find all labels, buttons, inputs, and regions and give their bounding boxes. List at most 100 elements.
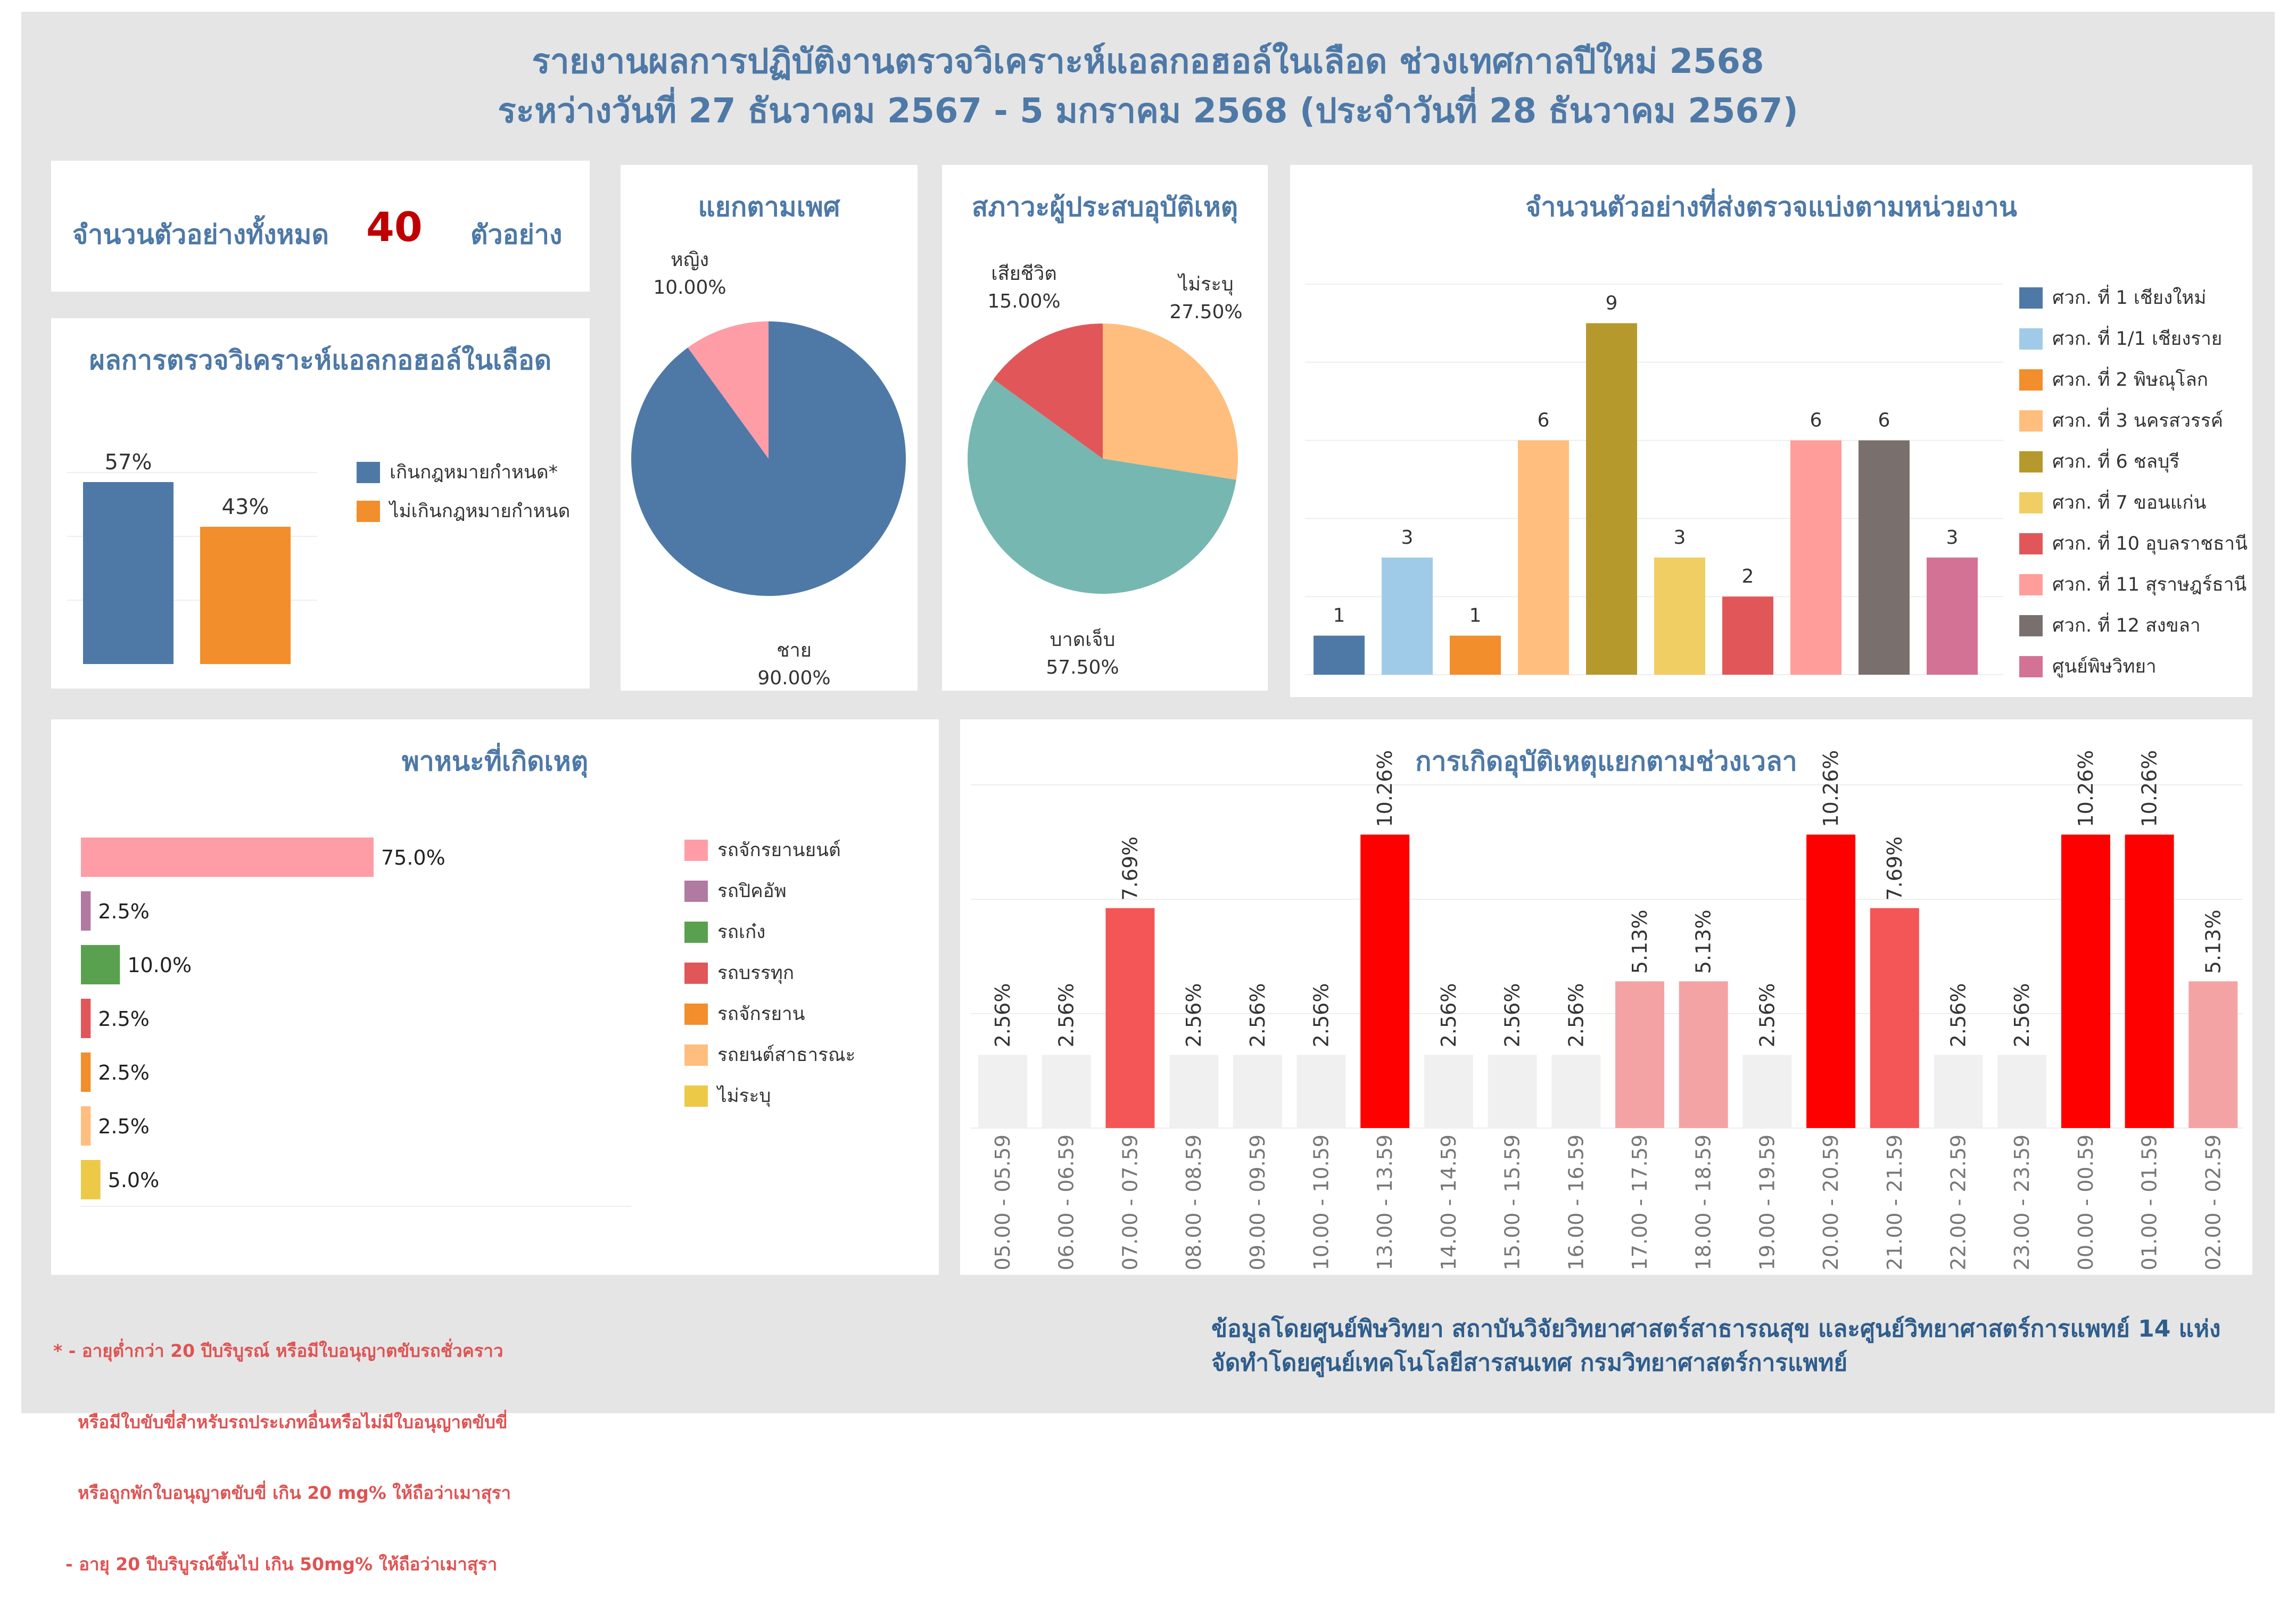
- total-value: 40: [366, 203, 423, 251]
- time-bar: [978, 1055, 1027, 1128]
- units-legend-swatch: [2019, 656, 2043, 677]
- result-chart: 57% 43%: [67, 450, 317, 664]
- vehicle-legend-item: รถบรรทุก: [684, 958, 855, 988]
- time-bar-label: 10.26%: [1373, 750, 1397, 827]
- units-legend-item: ศวก. ที่ 6 ชลบุรี: [2019, 447, 2248, 476]
- time-category-label: 05.00 - 05.59: [991, 1134, 1014, 1270]
- time-bar: [1233, 1055, 1282, 1128]
- time-bar-label: 5.13%: [1628, 910, 1651, 974]
- time-category-label: 02.00 - 02.59: [2201, 1134, 2225, 1270]
- units-panel: จำนวนตัวอย่างที่ส่งตรวจแบ่งตามหน่วยงาน 1…: [1290, 165, 2252, 697]
- time-bar: [2188, 981, 2238, 1128]
- units-legend-item: ศวก. ที่ 2 พิษณุโลก: [2019, 365, 2248, 394]
- footnote-line-3: หรือถูกพักใบอนุญาตขับขี่ เกิน 20 mg% ให้…: [53, 1482, 511, 1504]
- units-legend-label: ศวก. ที่ 10 อุบลราชธานี: [2052, 533, 2248, 554]
- victim-slice-name: เสียชีวิต: [991, 263, 1056, 285]
- time-bar: [1042, 1055, 1091, 1128]
- units-legend-item: ศวก. ที่ 1 เชียงใหม่: [2019, 283, 2248, 312]
- time-bar: [1296, 1055, 1346, 1128]
- time-bar: [1934, 1055, 1983, 1128]
- time-bar-label: 2.56%: [991, 983, 1014, 1048]
- result-legend-item: เกินกฎหมายกำหนด*: [357, 458, 570, 487]
- result-bar: [83, 482, 174, 664]
- vehicle-legend-swatch: [684, 921, 708, 943]
- units-legend-label: ศวก. ที่ 1 เชียงใหม่: [2052, 287, 2207, 309]
- victim-slice: [968, 379, 1236, 594]
- units-legend-item: ศูนย์พิษวิทยา: [2019, 652, 2248, 681]
- vehicle-bar-label: 10.0%: [127, 954, 192, 977]
- credit: ข้อมูลโดยศูนย์พิษวิทยา สถาบันวิจัยวิทยาศ…: [1211, 1312, 2220, 1380]
- units-legend-label: ศวก. ที่ 1/1 เชียงราย: [2052, 328, 2223, 350]
- vehicle-legend-label: รถปิคอัพ: [717, 881, 787, 902]
- result-panel: ผลการตรวจวิเคราะห์แอลกอฮอล์ในเลือด 57% 43…: [51, 318, 590, 689]
- time-category-label: 13.00 - 13.59: [1373, 1134, 1397, 1270]
- units-legend-swatch: [2019, 287, 2043, 309]
- units-legend-item: ศวก. ที่ 3 นครสวรรค์: [2019, 406, 2248, 435]
- time-bar-label: 7.69%: [1118, 836, 1142, 901]
- result-bar-label: 43%: [222, 495, 269, 519]
- vehicle-bar-label: 2.5%: [98, 900, 150, 923]
- victim-slice-name: บาดเจ็บ: [1050, 627, 1116, 651]
- vehicle-legend-item: รถปิคอัพ: [684, 876, 855, 906]
- title-line-2: ระหว่างวันที่ 27 ธันวาคม 2567 - 5 มกราคม…: [498, 91, 1798, 131]
- result-bar: [200, 527, 291, 664]
- time-bar: [1806, 834, 1856, 1128]
- vehicle-legend-label: รถเก๋ง: [717, 922, 766, 943]
- time-bar: [1488, 1055, 1537, 1128]
- vehicle-legend-swatch: [684, 839, 708, 861]
- vehicle-bar: [81, 945, 120, 984]
- time-bar-label: 2.56%: [1310, 983, 1333, 1048]
- units-bar: [1518, 440, 1569, 675]
- time-bar-label: 2.56%: [1501, 983, 1524, 1048]
- units-bar-label: 1: [1469, 605, 1482, 627]
- gender-slice-name: ชาย: [777, 640, 812, 661]
- time-category-label: 17.00 - 17.59: [1628, 1134, 1651, 1270]
- footnote-line-4: - อายุ 20 ปีบริบูรณ์ขึ้นไป เกิน 50mg% ให…: [53, 1554, 498, 1575]
- time-category-label: 07.00 - 07.59: [1118, 1134, 1142, 1270]
- units-legend-swatch: [2019, 574, 2043, 595]
- time-chart-title: การเกิดอุบัติเหตุแยกตามช่วงเวลา: [1415, 746, 1797, 777]
- result-legend-item: ไม่เกินกฎหมายกำหนด: [357, 496, 570, 526]
- vehicle-legend-item: รถจักรยาน: [684, 999, 855, 1029]
- result-legend-swatch: [357, 461, 380, 483]
- vehicle-panel: พาหนะที่เกิดเหตุ 75.0% 2.5% 10.0% 2.5% 2.5% 2…: [51, 719, 939, 1275]
- total-unit: ตัวอย่าง: [470, 219, 563, 250]
- time-category-label: 00.00 - 00.59: [2074, 1134, 2097, 1270]
- credit-line-2: จัดทำโดยศูนย์เทคโนโลยีสารสนเทศ กรมวิทยาศ…: [1211, 1349, 1848, 1377]
- time-bar-label: 2.56%: [2010, 983, 2034, 1048]
- vehicle-bar-label: 5.0%: [108, 1168, 160, 1192]
- vehicle-legend-label: รถบรรทุก: [717, 963, 795, 984]
- result-legend-label: เกินกฎหมายกำหนด*: [390, 462, 558, 483]
- vehicle-bar: [81, 838, 374, 877]
- vehicle-legend-item: รถจักรยานยนต์: [684, 835, 855, 865]
- victim-slice-pct: 27.50%: [1169, 301, 1242, 323]
- time-bar-label: 10.26%: [2138, 750, 2161, 827]
- time-bar-label: 2.56%: [1246, 983, 1269, 1048]
- time-category-label: 09.00 - 09.59: [1246, 1134, 1269, 1270]
- time-bar: [1551, 1055, 1601, 1128]
- units-legend-swatch: [2019, 492, 2043, 513]
- units-legend-swatch: [2019, 328, 2043, 350]
- units-bar: [1382, 557, 1433, 675]
- vehicle-bar: [81, 999, 91, 1038]
- gender-slice-pct: 10.00%: [653, 277, 726, 299]
- gender-slice: [688, 321, 769, 459]
- units-legend-item: ศวก. ที่ 10 อุบลราชธานี: [2019, 529, 2248, 558]
- time-category-label: 23.00 - 23.59: [2010, 1134, 2034, 1270]
- victim-slice-name: ไม่ระบุ: [1177, 273, 1233, 296]
- vehicle-bar-label: 75.0%: [381, 846, 445, 869]
- vehicle-chart-title: พาหนะที่เกิดเหตุ: [401, 746, 589, 777]
- time-category-label: 10.00 - 10.59: [1310, 1134, 1333, 1270]
- time-bar-label: 5.13%: [1692, 910, 1715, 974]
- time-bar: [1615, 981, 1664, 1128]
- time-category-label: 01.00 - 01.59: [2138, 1134, 2161, 1270]
- gender-pie-chart: ชาย 90.00% หญิง 10.00%: [631, 249, 906, 689]
- vehicle-legend-item: รถเก๋ง: [684, 917, 855, 947]
- vehicle-bar-label: 2.5%: [98, 1061, 150, 1084]
- time-bar: [1105, 908, 1155, 1128]
- units-legend-label: ศวก. ที่ 12 สงขลา: [2052, 615, 2201, 636]
- units-bar: [1927, 557, 1978, 675]
- units-bar: [1450, 635, 1501, 675]
- vehicle-bar: [81, 891, 91, 931]
- victim-slice: [993, 324, 1103, 459]
